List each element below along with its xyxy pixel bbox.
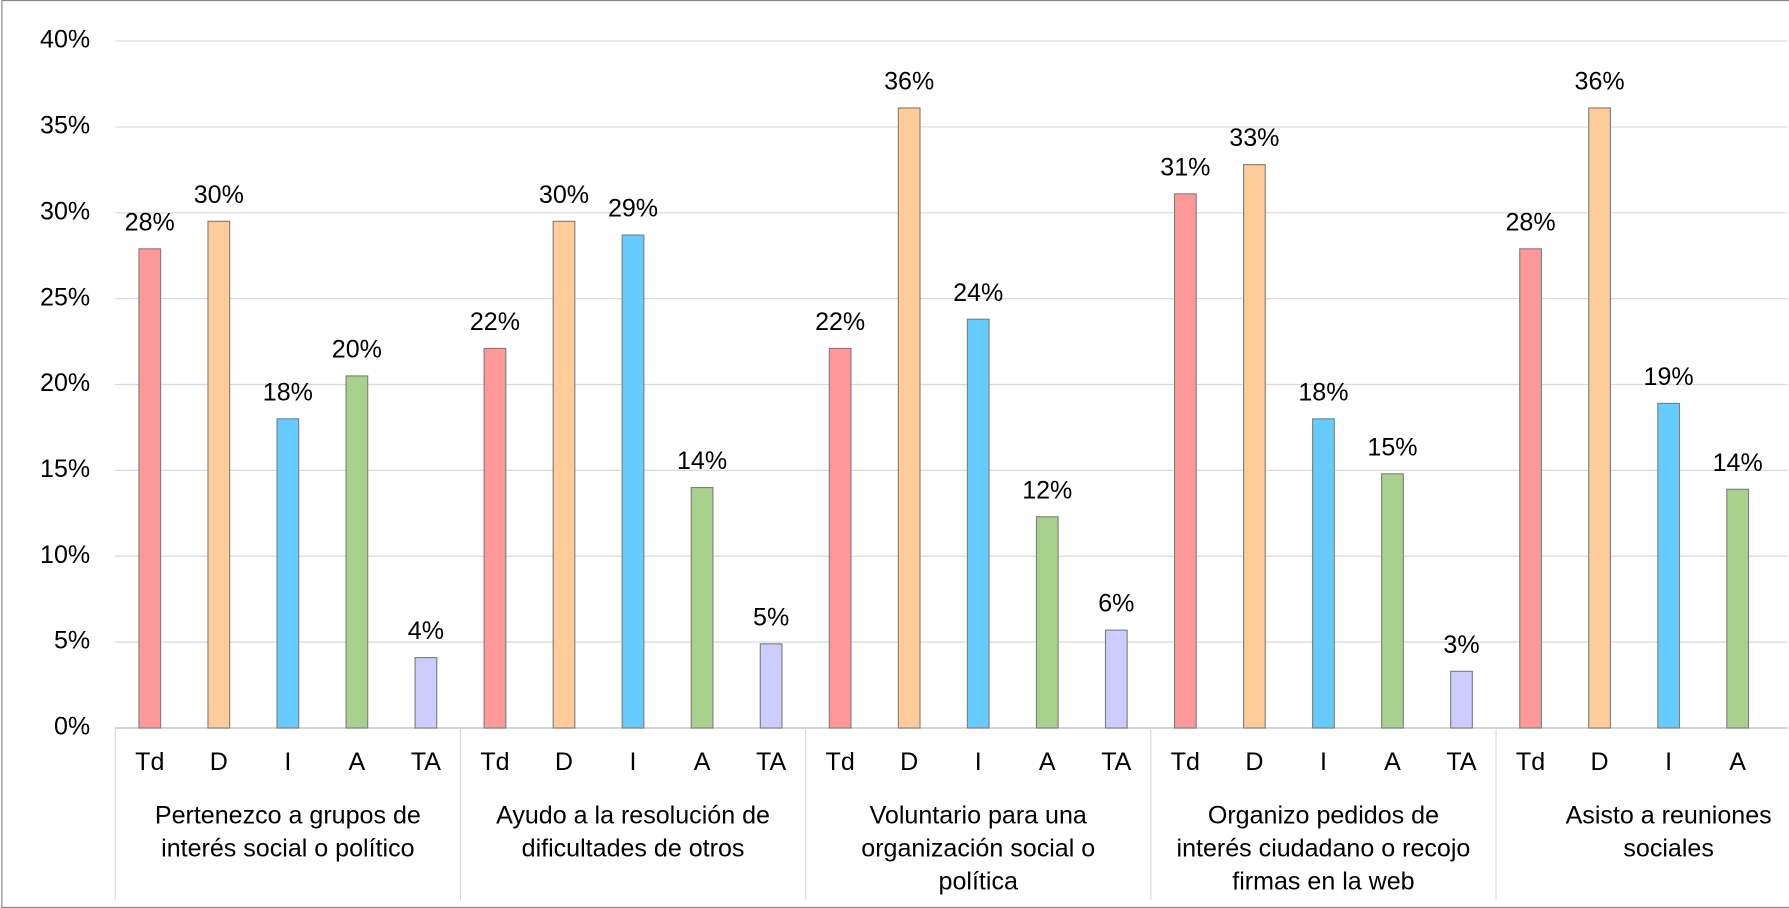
- x-tick-label: A: [1039, 748, 1056, 776]
- x-tick-label: Td: [1171, 748, 1200, 776]
- x-tick-label: I: [630, 748, 637, 776]
- data-label: 15%: [1367, 433, 1417, 461]
- data-label: 31%: [1160, 153, 1210, 181]
- x-tick-label: Td: [480, 748, 509, 776]
- data-label: 28%: [125, 208, 175, 236]
- x-tick-label: TA: [756, 748, 786, 776]
- group-label: interés social o político: [161, 835, 414, 863]
- x-tick-label: D: [555, 748, 573, 776]
- x-tick-label: Td: [1516, 748, 1545, 776]
- data-label: 18%: [1298, 378, 1348, 406]
- bar: [1519, 248, 1542, 729]
- bar: [1312, 418, 1335, 729]
- y-tick-label: 20%: [40, 369, 90, 397]
- y-tick-label: 15%: [40, 455, 90, 483]
- data-label: 5%: [753, 603, 789, 631]
- bar: [897, 107, 921, 729]
- group-label: sociales: [1623, 835, 1713, 863]
- data-label: 22%: [815, 308, 865, 336]
- x-tick-label: D: [1591, 748, 1609, 776]
- bar: [207, 220, 231, 729]
- bar: [414, 657, 438, 729]
- y-tick-label: 40%: [40, 26, 90, 54]
- x-tick-label: I: [1665, 748, 1672, 776]
- y-tick-label: 35%: [40, 112, 90, 140]
- x-tick-label: I: [1320, 748, 1327, 776]
- data-label: 19%: [1644, 363, 1694, 391]
- y-tick-label: 0%: [54, 713, 90, 741]
- group-label: interés ciudadano o recojo: [1177, 835, 1471, 863]
- bar: [690, 486, 714, 729]
- bar: [345, 375, 369, 729]
- x-tick-label: D: [210, 748, 228, 776]
- data-label: 4%: [408, 617, 444, 645]
- bar: [1657, 402, 1681, 729]
- x-tick-label: Td: [135, 748, 164, 776]
- bar: [1035, 516, 1059, 729]
- data-label: 14%: [677, 447, 727, 475]
- group-label: Voluntario para una: [870, 801, 1087, 829]
- bar: [1173, 193, 1197, 729]
- bar: [552, 220, 576, 729]
- y-tick-label: 5%: [54, 627, 90, 655]
- group-label: política: [939, 868, 1018, 896]
- x-tick-label: I: [975, 748, 982, 776]
- group-label: dificultades de otros: [522, 835, 745, 863]
- bar: [759, 643, 783, 729]
- data-label: 18%: [263, 378, 313, 406]
- bar: [276, 418, 300, 729]
- bar: [1588, 107, 1611, 729]
- group-label: firmas en la web: [1232, 868, 1414, 896]
- bar: [1726, 488, 1750, 729]
- x-tick-label: A: [1384, 748, 1401, 776]
- y-tick-label: 25%: [40, 283, 90, 311]
- bar: [1243, 164, 1266, 729]
- bar: [1104, 629, 1128, 729]
- bar: [138, 248, 162, 729]
- data-label: 20%: [332, 335, 382, 363]
- data-label: 36%: [1575, 68, 1625, 96]
- data-label: 6%: [1098, 590, 1134, 618]
- x-tick-label: I: [284, 748, 291, 776]
- data-label: 24%: [953, 279, 1003, 307]
- x-tick-label: TA: [1101, 748, 1131, 776]
- group-label: Ayudo a la resolución de: [496, 801, 770, 829]
- group-label: Organizo pedidos de: [1208, 801, 1439, 829]
- bar: [966, 318, 990, 729]
- group-label: Asisto a reuniones: [1566, 801, 1772, 829]
- bar: [621, 234, 645, 729]
- data-label: 30%: [194, 181, 244, 209]
- x-tick-label: TA: [411, 748, 441, 776]
- x-tick-label: A: [349, 748, 366, 776]
- group-label: organización social o: [861, 835, 1095, 863]
- y-tick-label: 30%: [40, 197, 90, 225]
- data-label: 33%: [1229, 124, 1279, 152]
- x-tick-label: D: [900, 748, 918, 776]
- data-label: 12%: [1022, 476, 1072, 504]
- bar: [1381, 473, 1404, 729]
- x-tick-label: A: [694, 748, 711, 776]
- data-label: 28%: [1505, 208, 1555, 236]
- x-tick-label: Td: [826, 748, 855, 776]
- bar: [1450, 670, 1473, 729]
- y-tick-label: 10%: [40, 541, 90, 569]
- data-label: 30%: [539, 181, 589, 209]
- x-tick-label: A: [1729, 748, 1746, 776]
- bar: [483, 347, 507, 729]
- data-label: 14%: [1713, 449, 1763, 477]
- data-label: 36%: [884, 68, 934, 96]
- data-label: 29%: [608, 195, 658, 223]
- data-label: 3%: [1443, 631, 1479, 659]
- data-label: 22%: [470, 308, 520, 336]
- group-label: Pertenezco a grupos de: [155, 801, 421, 829]
- x-tick-label: D: [1245, 748, 1263, 776]
- x-tick-label: TA: [1446, 748, 1476, 776]
- bar: [828, 347, 852, 729]
